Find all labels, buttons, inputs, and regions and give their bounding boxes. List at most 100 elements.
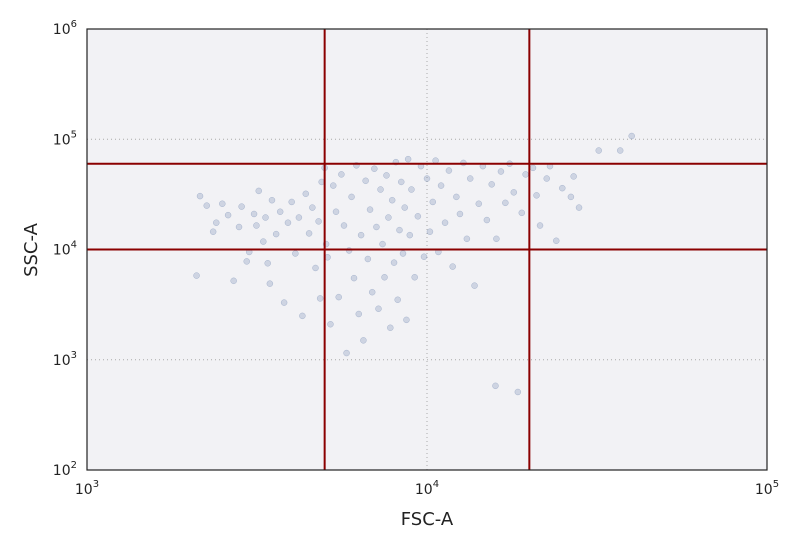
scatter-point — [203, 202, 210, 209]
scatter-point — [414, 213, 422, 220]
x-tick-label: 105 — [755, 479, 779, 498]
scatter-point — [292, 250, 299, 257]
scatter-point — [315, 218, 322, 225]
scatter-point — [350, 274, 358, 282]
scatter-point — [288, 198, 295, 206]
scatter-point — [483, 216, 491, 224]
scatter-point — [253, 222, 260, 229]
scatter-point — [559, 184, 566, 192]
scatter-point — [262, 214, 269, 221]
scatter-point — [398, 178, 405, 186]
scatter-point — [411, 274, 418, 281]
scatter-point — [396, 226, 403, 234]
scatter-point — [373, 223, 380, 231]
scatter-point — [366, 206, 374, 213]
scatter-point — [355, 310, 363, 318]
y-axis-ticks: 102 103 104 105 106 — [53, 19, 77, 479]
scatter-point — [518, 209, 526, 217]
y-tick-label: 106 — [53, 19, 77, 38]
scatter-point — [456, 210, 464, 218]
scatter-point — [309, 204, 316, 211]
plot-frame — [86, 28, 768, 471]
scatter-point — [426, 228, 434, 235]
scatter-point — [403, 316, 410, 324]
scatter-point — [379, 240, 386, 248]
scatter-point — [295, 214, 303, 221]
scatter-point — [243, 258, 250, 265]
scatter-point — [335, 293, 342, 301]
y-tick-label: 104 — [53, 240, 77, 259]
scatter-point — [471, 282, 478, 289]
scatter-point — [488, 181, 495, 188]
scatter-point — [567, 193, 575, 201]
scatter-point — [332, 208, 340, 215]
x-tick-label: 104 — [415, 479, 439, 498]
x-axis-ticks: 103 104 105 — [75, 479, 779, 498]
scatter-point — [209, 228, 217, 235]
scatter-point — [280, 299, 288, 306]
scatter-points — [193, 132, 635, 396]
scatter-point — [522, 171, 529, 178]
scatter-point — [387, 324, 394, 332]
scatter-point — [338, 171, 345, 178]
scatter-point — [497, 168, 505, 175]
scatter-point — [305, 230, 313, 237]
scatter-point — [316, 295, 324, 302]
scatter-point — [383, 172, 390, 179]
scatter-point — [260, 238, 267, 245]
y-axis-label: SSC-A — [21, 222, 42, 277]
scatter-point — [266, 280, 274, 287]
scatter-point — [255, 187, 263, 195]
scatter-point — [357, 231, 365, 239]
scatter-point — [536, 222, 544, 229]
scatter-point — [595, 147, 603, 154]
scatter-point — [368, 288, 376, 296]
y-tick-label: 105 — [53, 129, 77, 148]
scatter-point — [238, 203, 245, 210]
scatter-point — [343, 349, 350, 357]
scatter-point — [272, 230, 280, 238]
scatter-point — [394, 296, 401, 304]
scatter-point — [575, 204, 583, 211]
scatter-point — [463, 235, 471, 243]
scatter-point — [381, 274, 388, 281]
scatter-point — [553, 237, 560, 245]
scatter-point — [502, 199, 509, 207]
scatter-point — [250, 210, 258, 218]
scatter-point — [390, 259, 398, 266]
scatter-point — [449, 263, 456, 270]
scatter-point — [441, 219, 449, 226]
scatter-point — [375, 305, 382, 313]
scatter-point — [493, 235, 500, 243]
scatter-point — [385, 214, 392, 221]
scatter-point — [362, 177, 369, 185]
scatter-point — [230, 277, 237, 285]
scatter-point — [616, 147, 624, 154]
scatter-point — [466, 175, 474, 182]
x-tick-label: 103 — [75, 479, 99, 498]
scatter-point — [348, 193, 355, 201]
scatter-point — [219, 200, 226, 207]
scatter-point — [445, 167, 453, 174]
scatter-point — [371, 165, 378, 173]
scatter-point — [437, 182, 445, 189]
scatter-point — [533, 192, 540, 199]
scatter-point — [327, 320, 334, 328]
scatter-point — [213, 219, 220, 226]
scatter-point — [543, 175, 550, 182]
scatter-point — [510, 189, 518, 196]
scatter-point — [377, 186, 384, 193]
scatter-point — [330, 182, 337, 189]
scatter-point — [529, 164, 537, 172]
scatter-point — [196, 192, 204, 200]
scatter-point — [312, 264, 319, 272]
scatter-point — [268, 196, 276, 204]
scatter-point — [399, 250, 407, 257]
scatter-point — [388, 196, 396, 204]
scatter-point — [302, 190, 310, 198]
scatter-point — [224, 211, 232, 219]
scatter-point — [404, 155, 412, 163]
scatter-point — [475, 200, 483, 207]
scatter-point — [364, 255, 372, 263]
